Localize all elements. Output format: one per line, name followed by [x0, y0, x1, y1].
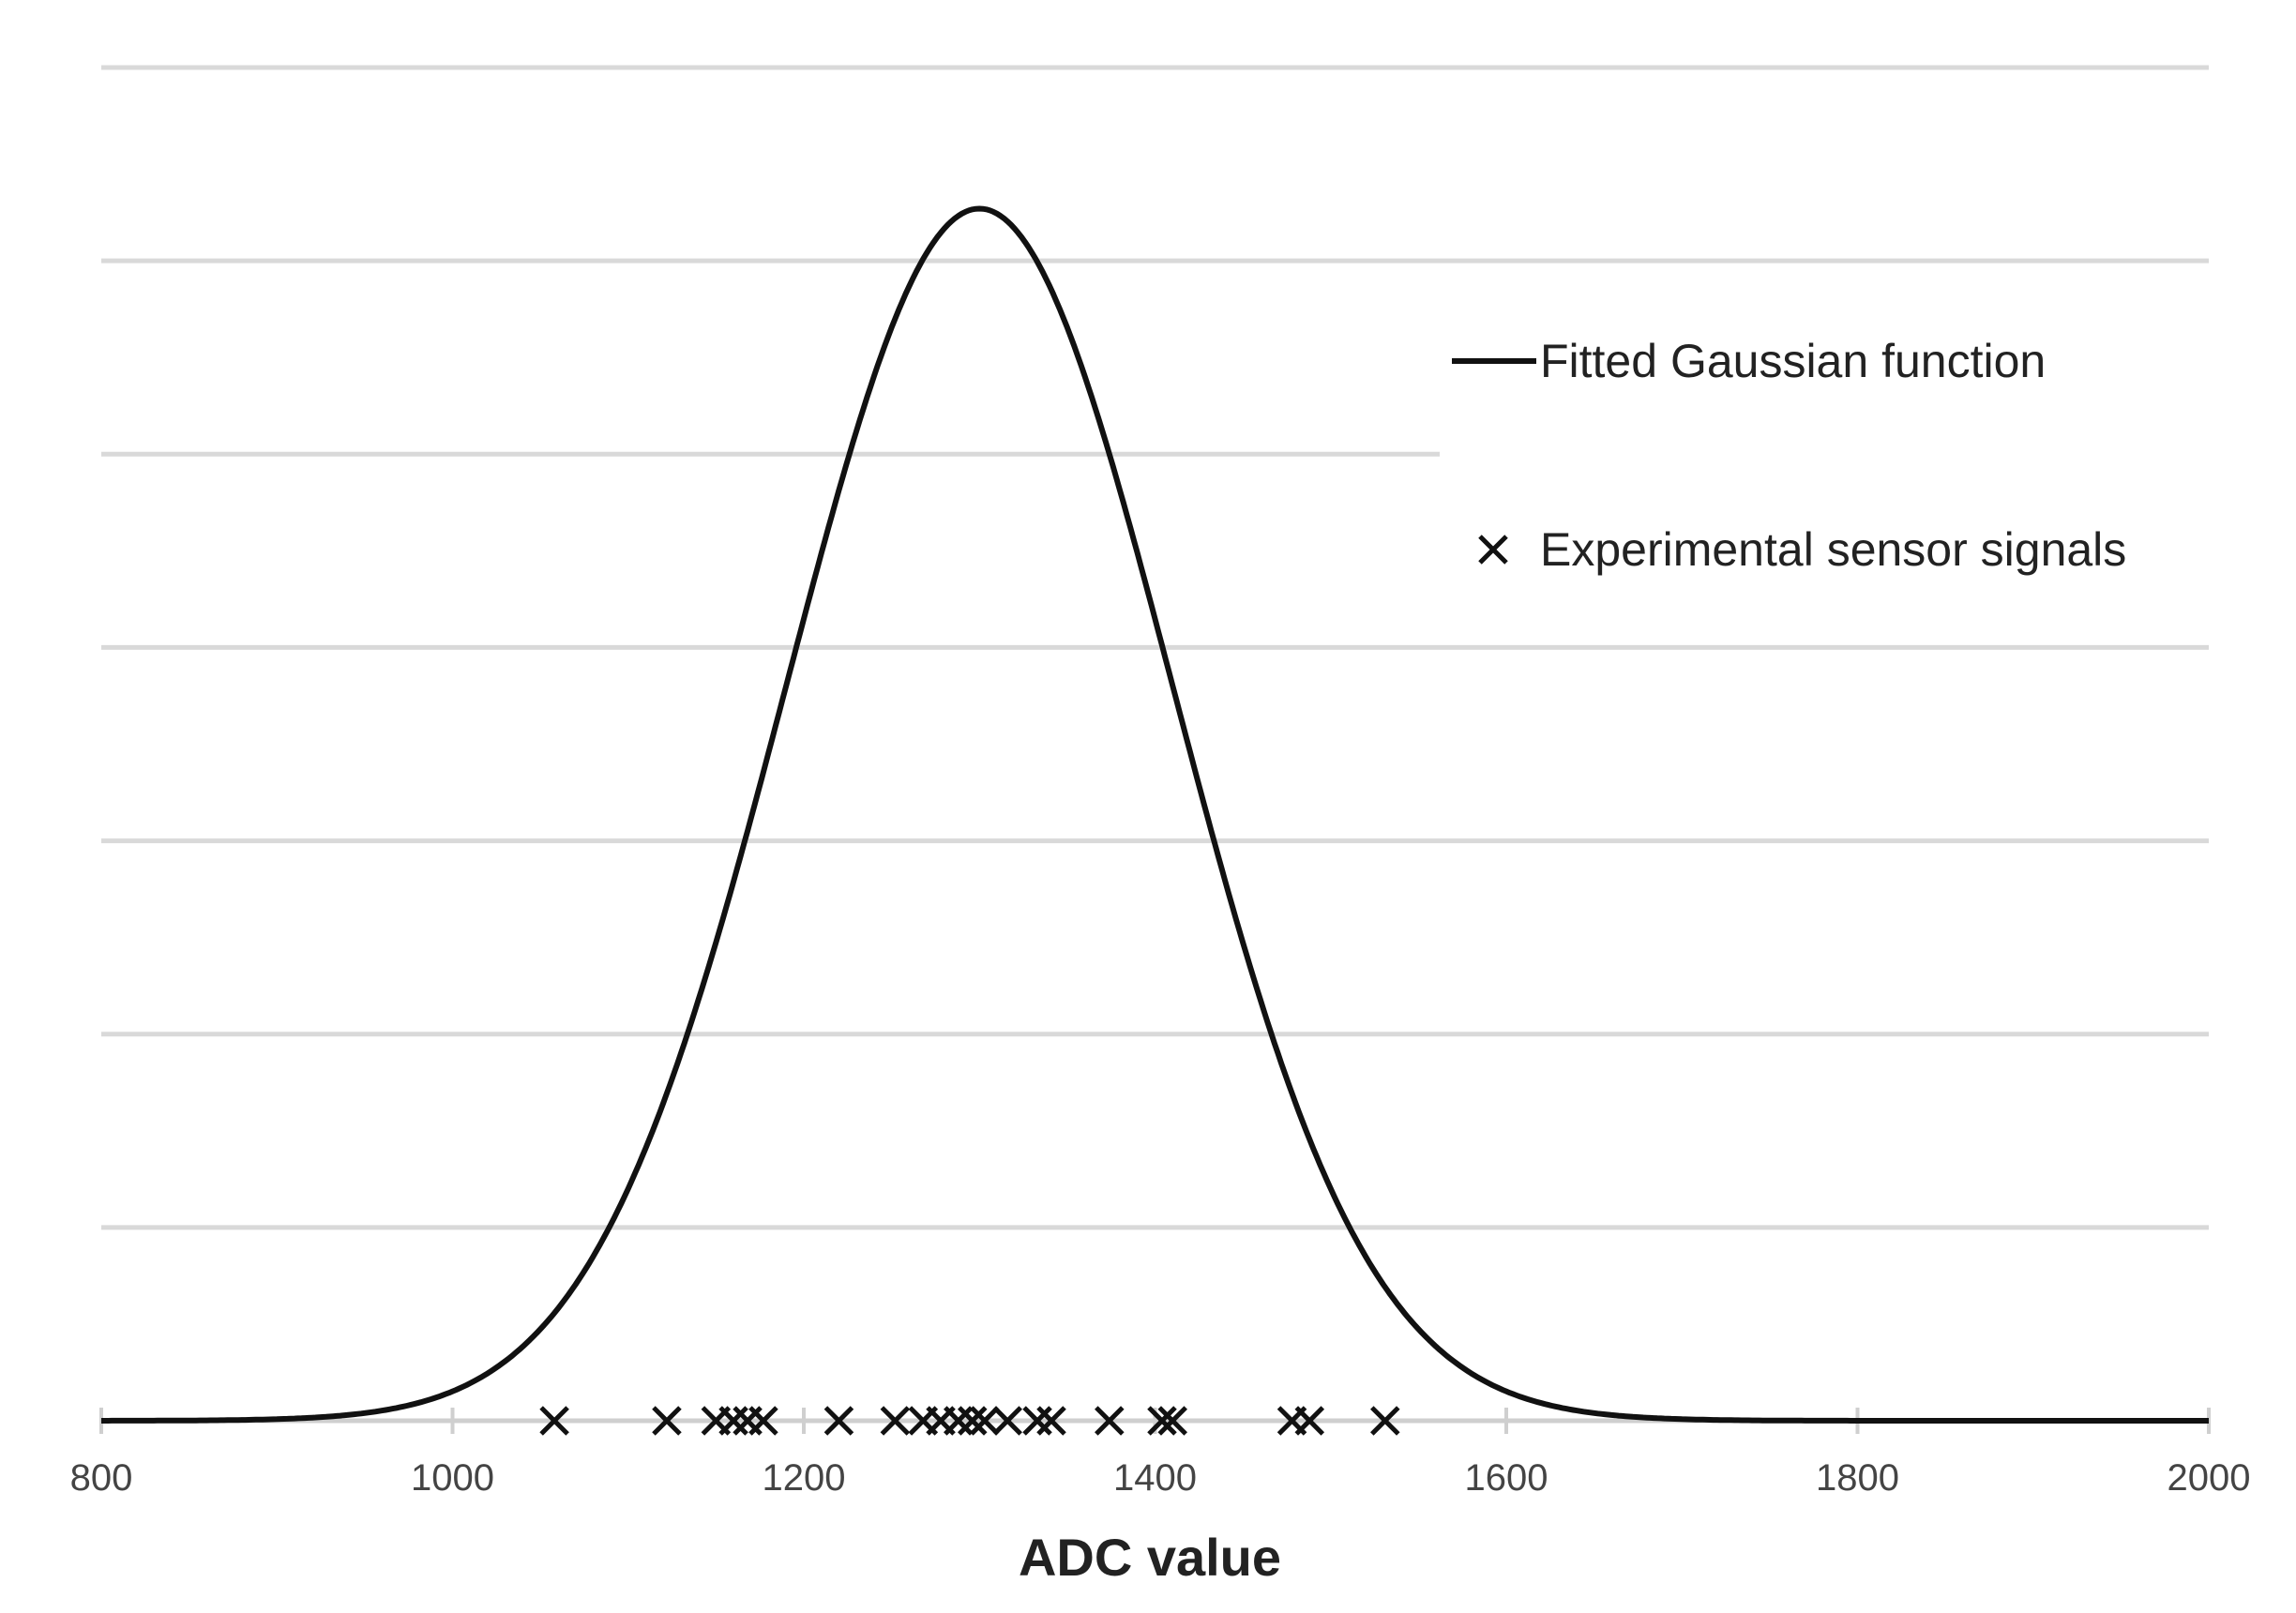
- sensor-signal-point-21: [1370, 1406, 1400, 1436]
- sensor-signal-point-6: [823, 1406, 854, 1436]
- sensor-signal-point-17: [1147, 1406, 1177, 1436]
- legend: Fitted Gaussian function Experimental se…: [1452, 335, 2126, 576]
- sensor-signal-point-20: [1294, 1406, 1325, 1436]
- gridlines: [101, 65, 2209, 1230]
- x-tick-label-1: 1000: [411, 1457, 494, 1499]
- x-axis-title: ADC value: [1019, 1528, 1281, 1587]
- sensor-signal-point-11: [957, 1406, 988, 1436]
- sensor-signal-point-0: [539, 1406, 569, 1436]
- sensor-signal-point-1: [652, 1406, 682, 1436]
- gaussian-curve-layer: [101, 205, 2209, 1424]
- x-tick-label-2: 1200: [763, 1457, 846, 1499]
- x-tick-label-0: 800: [70, 1457, 133, 1499]
- sensor-signal-point-15: [1036, 1406, 1066, 1436]
- x-tick-label-6: 2000: [2168, 1457, 2251, 1499]
- legend-label-sensor-signals: Experimental sensor signals: [1540, 523, 2126, 576]
- gaussian-curve: [101, 205, 2209, 1424]
- legend-marker-swatch: [1478, 535, 1508, 565]
- x-tick-label-3: 1400: [1113, 1457, 1197, 1499]
- sensor-signal-markers: [539, 1406, 1400, 1436]
- legend-label-gaussian: Fitted Gaussian function: [1540, 335, 2046, 387]
- sensor-signal-point-7: [880, 1406, 911, 1436]
- sensor-signal-point-12: [970, 1406, 1000, 1436]
- sensor-signal-point-10: [944, 1406, 974, 1436]
- x-tick-label-4: 1600: [1465, 1457, 1548, 1499]
- sensor-signal-point-14: [1022, 1406, 1052, 1436]
- sensor-signal-point-3: [718, 1406, 748, 1436]
- x-axis: 800 1000 1200 1400 1600 1800 2000: [70, 1408, 2251, 1499]
- sensor-signal-point-18: [1157, 1406, 1187, 1436]
- sensor-signal-point-16: [1095, 1406, 1125, 1436]
- sensor-signal-point-5: [748, 1406, 778, 1436]
- x-tick-label-5: 1800: [1816, 1457, 1899, 1499]
- sensor-signal-point-13: [992, 1406, 1022, 1436]
